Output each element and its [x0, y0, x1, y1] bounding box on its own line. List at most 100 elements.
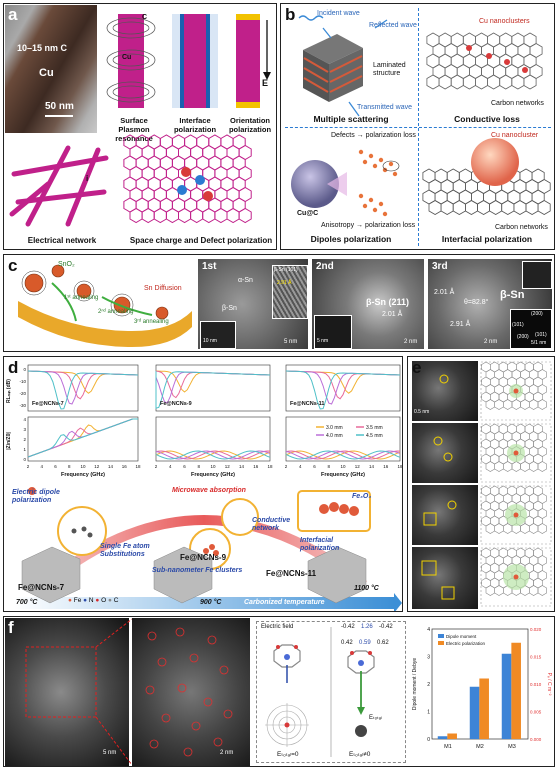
panel-c: c SnO₂ Sn Diffusion 1ˢᵗ annealing 2ⁿᵈ an…: [3, 254, 555, 352]
graphene-defect-schematic: [123, 134, 252, 224]
haadf-image-1: 0.5 nm: [412, 361, 478, 421]
x-tick-label: 10: [210, 464, 216, 469]
hex-cell: [438, 74, 452, 90]
x-tick-label: 2: [285, 464, 288, 469]
hex-cell: [537, 399, 547, 410]
e-field-label: E: [262, 78, 269, 88]
x-tick-label: 10: [80, 464, 86, 469]
tem-scale-bar: [45, 115, 73, 117]
y-tick-bottom: 3: [23, 427, 26, 432]
reflected-wave-label: Reflected wave: [369, 22, 417, 29]
charge-mid-left: 0.42: [341, 640, 353, 646]
hex-cell: [440, 200, 454, 215]
img1-scale: 5 nm: [284, 339, 298, 345]
legend-label: Dipole moment: [446, 634, 477, 639]
cu-c-label: Cu@C: [297, 210, 319, 217]
single-atom-circle: [177, 683, 187, 693]
y2-axis-label: Pₑ / C m⁻²: [546, 673, 552, 696]
tem-scale-label: 50 nm: [45, 101, 74, 112]
y-tick-top: 0: [23, 367, 26, 372]
beta-sn-label: β-Sn: [222, 305, 237, 312]
laminated-structure-label: Laminated structure: [373, 62, 406, 77]
fft-idx-1: (200): [531, 311, 543, 317]
panel-e-label: e: [412, 358, 422, 377]
zin-curve: [155, 450, 271, 460]
caption-space-charge: Space charge and Defect polarization: [129, 236, 273, 245]
panel-a: a 10–15 nm C Cu 50 nm C Cu E Surface Pla…: [3, 3, 277, 250]
haadf-image-2: [412, 423, 478, 483]
y-tick-label: 4: [427, 627, 430, 633]
zin-curve: [285, 450, 401, 460]
dipole-molecule-graphic: [265, 627, 375, 757]
legend-label: 4.0 mm: [326, 433, 343, 439]
surface-plasmon-schematic: [106, 14, 156, 108]
caption-dipoles-polarization: Dipoles polarization: [310, 234, 392, 244]
x-tick-label: 10: [340, 464, 346, 469]
rl-curve: [155, 371, 271, 409]
y-tick-label: 3: [427, 655, 430, 661]
fft-inset: (200) (101) (200) (101) 5/1 nm: [510, 309, 552, 349]
transmitted-wave-label: Transmitted wave: [357, 104, 412, 111]
defect-atom: [203, 191, 213, 201]
fe-atom: [513, 512, 519, 518]
hrtem-image-1: 1st α-Sn β-Sn 10 nm β-Sn (101) 2.91 Å 5 …: [198, 259, 308, 349]
temp-1100-label: 1100 °C: [354, 585, 379, 592]
single-fe-label: Single Fe atom Substitutions: [100, 543, 150, 558]
etotal-nonzero-label: Eₜₒₜₐₗ≠0: [349, 751, 371, 758]
single-atom-circle: [189, 653, 199, 663]
atomic-model-column: [480, 361, 552, 607]
hex-cell: [428, 200, 442, 215]
y2-tick-label: 0.015: [530, 655, 542, 660]
cu-nanocluster-sphere: [471, 138, 519, 186]
panel-a-label: a: [8, 5, 18, 24]
x-tick-label: 16: [383, 464, 389, 469]
anisotropy-label: Anisotropy → polarization loss: [321, 222, 416, 229]
x-tick-label: 8: [68, 464, 71, 469]
fft-zone: 5/1 nm: [531, 340, 547, 346]
single-atom-circle: [223, 709, 233, 719]
caption-conductive-loss: Conductive loss: [454, 114, 520, 124]
hex-cell: [501, 200, 515, 215]
etotal-zero-label: Eₜₒₜₐₗ=0: [277, 751, 299, 758]
hex-cell: [523, 74, 537, 90]
carbonized-temperature-label: Carbonized temperature: [244, 599, 325, 606]
single-atom-circle: [157, 657, 167, 667]
panel-d-label: d: [8, 358, 19, 377]
hex-cell: [141, 207, 155, 224]
sample-9-label: Fe@NCNs-9: [180, 553, 227, 562]
img3-scale: 2 nm: [484, 339, 498, 345]
haadf-markers: [421, 374, 457, 600]
panel-b: b Incident wave Reflected wave Laminated…: [280, 3, 555, 250]
sn-diffusion-label: Sn Diffusion: [144, 285, 182, 292]
hrtem-inset-1: 10 nm: [200, 321, 236, 349]
hex-cell: [499, 74, 513, 90]
element-legend: ● Fe ● N ● O ● C: [68, 597, 119, 604]
interfacial-carbon-schematic: [422, 168, 551, 215]
hrtem-image-3: 3rd 2.01 Å θ=82.8° 2.91 Å β-Sn (200) (10…: [428, 259, 552, 349]
x-axis-label: Frequency (GHz): [61, 472, 105, 478]
panel-d: d 2 4 6 8 10 12 14 16 18 Frequency (GHz) Fe@NCNs-7…: [3, 356, 403, 612]
y2-tick-label: 0.005: [530, 710, 542, 715]
x-tick-label: 8: [197, 464, 200, 469]
c-shell-label: 10–15 nm C: [17, 43, 68, 53]
x-tick-label: 4: [299, 464, 302, 469]
category-label: M3: [508, 744, 516, 750]
single-atom-circle: [191, 721, 201, 731]
panel-b-label: b: [285, 5, 296, 24]
haadf-image-3: [412, 485, 478, 545]
network-current-label: i: [86, 174, 89, 183]
temp-700-label: 700 °C: [16, 599, 38, 606]
electric-field-label: Electric field: [261, 624, 294, 630]
y-axis-label: Dipole moment / Debye: [412, 658, 418, 710]
plot-title: Fe@NCNs-9: [160, 401, 192, 407]
x-tick-label: 4: [169, 464, 172, 469]
laminated-structure-schematic: [303, 34, 363, 102]
y-tick-bottom: 0: [23, 457, 26, 462]
x-axis-label: Frequency (GHz): [321, 472, 365, 478]
img2-scale: 2 nm: [404, 339, 418, 345]
dipole-schematic-box: Electric field -0.42 1.26 -0.42 0.42 0.5…: [256, 621, 406, 763]
defect-atom: [177, 185, 187, 195]
legend-label: 3.5 mm: [366, 425, 383, 431]
hex-cell: [190, 207, 204, 224]
hex-lattice: [123, 134, 252, 224]
